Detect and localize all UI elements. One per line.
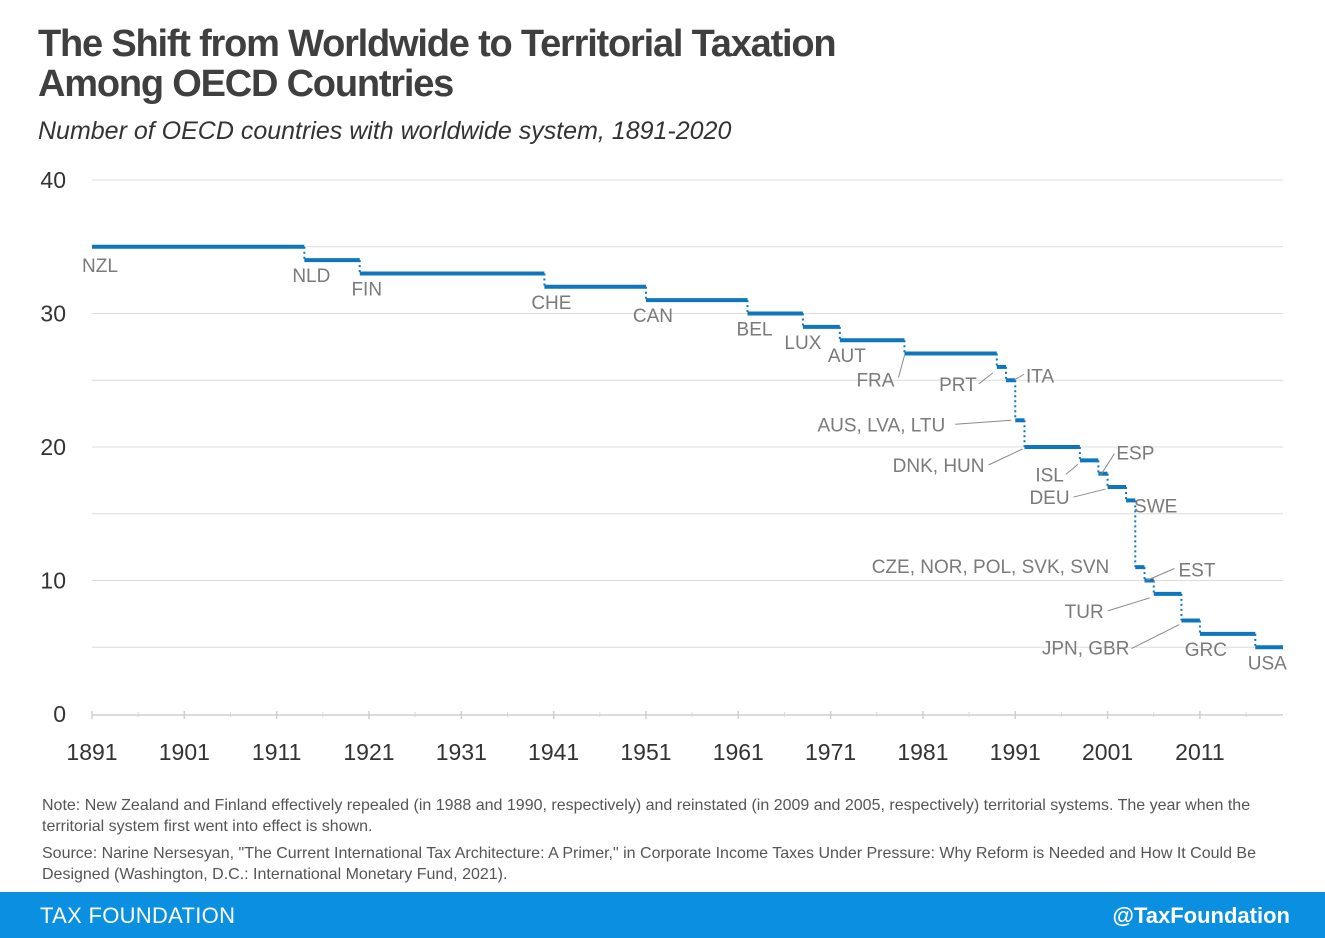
annotation-label: FIN — [351, 279, 382, 300]
annotation-label: DNK, HUN — [893, 456, 985, 477]
y-tick-label: 20 — [40, 434, 66, 460]
annotation-label: GRC — [1185, 640, 1227, 661]
x-tick-label: 1931 — [436, 739, 487, 765]
annotation-label: JPN, GBR — [1042, 639, 1130, 660]
y-tick-label: 10 — [40, 568, 66, 594]
annotation-label: AUT — [828, 346, 866, 367]
annotation-leader — [1131, 624, 1180, 649]
annotation-label: CAN — [633, 306, 673, 327]
annotation-leader — [1065, 463, 1079, 475]
x-tick-label: 1961 — [713, 739, 764, 765]
annotation-leader — [978, 372, 994, 385]
annotation-leader — [988, 448, 1023, 466]
y-tick-label: 30 — [40, 301, 66, 327]
annotation-leader — [955, 419, 1012, 425]
footer-handle[interactable]: @TaxFoundation — [1112, 903, 1290, 928]
annotation-label: EST — [1179, 561, 1216, 582]
step-line-chart: 1891 1901 1911 1921 1931 1941 1951 1961 1971 1981… — [40, 167, 1287, 765]
annotation-label: DEU — [1029, 488, 1069, 509]
title-line-2: Among OECD Countries — [38, 63, 454, 105]
y-tick-label: 0 — [53, 701, 66, 727]
title-line-1: The Shift from Worldwide to Territorial … — [38, 23, 837, 65]
x-tick-label: 1971 — [805, 739, 856, 765]
annotation-label: USA — [1248, 653, 1287, 674]
chart-subtitle: Number of OECD countries with worldwide … — [38, 117, 732, 145]
annotation-label: BEL — [737, 320, 773, 341]
annotation-label: PRT — [939, 375, 977, 396]
annotation-leader — [897, 355, 905, 378]
x-tick-label: 2001 — [1082, 739, 1133, 765]
x-tick-label: 1901 — [159, 739, 210, 765]
annotation-label: CZE, NOR, POL, SVK, SVN — [872, 557, 1110, 578]
annotation-label: TUR — [1065, 602, 1104, 623]
x-tick-label: 1991 — [990, 739, 1041, 765]
chart-source: Source: Narine Nersesyan, "The Current I… — [42, 845, 1256, 883]
chart-note: Note: New Zealand and Finland effectivel… — [42, 797, 1251, 835]
x-tick-label: 1891 — [66, 739, 117, 765]
x-tick-label: 1911 — [252, 739, 301, 765]
annotation-leader — [1073, 488, 1106, 498]
annotation-label: SWE — [1134, 496, 1177, 517]
annotation-label: NZL — [82, 256, 118, 277]
annotation-label: AUS, LVA, LTU — [817, 415, 945, 436]
annotation-label: ISL — [1035, 465, 1064, 486]
x-tick-label: 2011 — [1175, 739, 1224, 765]
footer-brand: TAX FOUNDATION — [40, 903, 236, 928]
x-tick-label: 1921 — [343, 739, 394, 765]
chart-title: The Shift from Worldwide to Territorial … — [38, 24, 1278, 104]
annotation-leader — [1107, 597, 1150, 612]
annotation-label: CHE — [531, 293, 571, 314]
annotation-leader — [1013, 373, 1025, 381]
annotation-label: NLD — [292, 266, 330, 287]
annotation-label: LUX — [784, 333, 821, 354]
x-tick-label: 1981 — [897, 739, 948, 765]
footer-bar: TAX FOUNDATION @TaxFoundation — [0, 892, 1325, 938]
x-tick-label: 1941 — [528, 739, 579, 765]
x-tick-label: 1951 — [620, 739, 671, 765]
y-tick-label: 40 — [40, 167, 66, 193]
annotation-leader — [1146, 568, 1175, 581]
annotation-label: FRA — [856, 371, 894, 392]
annotation-leader — [1099, 453, 1115, 476]
annotation-label: ITA — [1026, 366, 1054, 387]
annotation-label: ESP — [1116, 444, 1154, 465]
